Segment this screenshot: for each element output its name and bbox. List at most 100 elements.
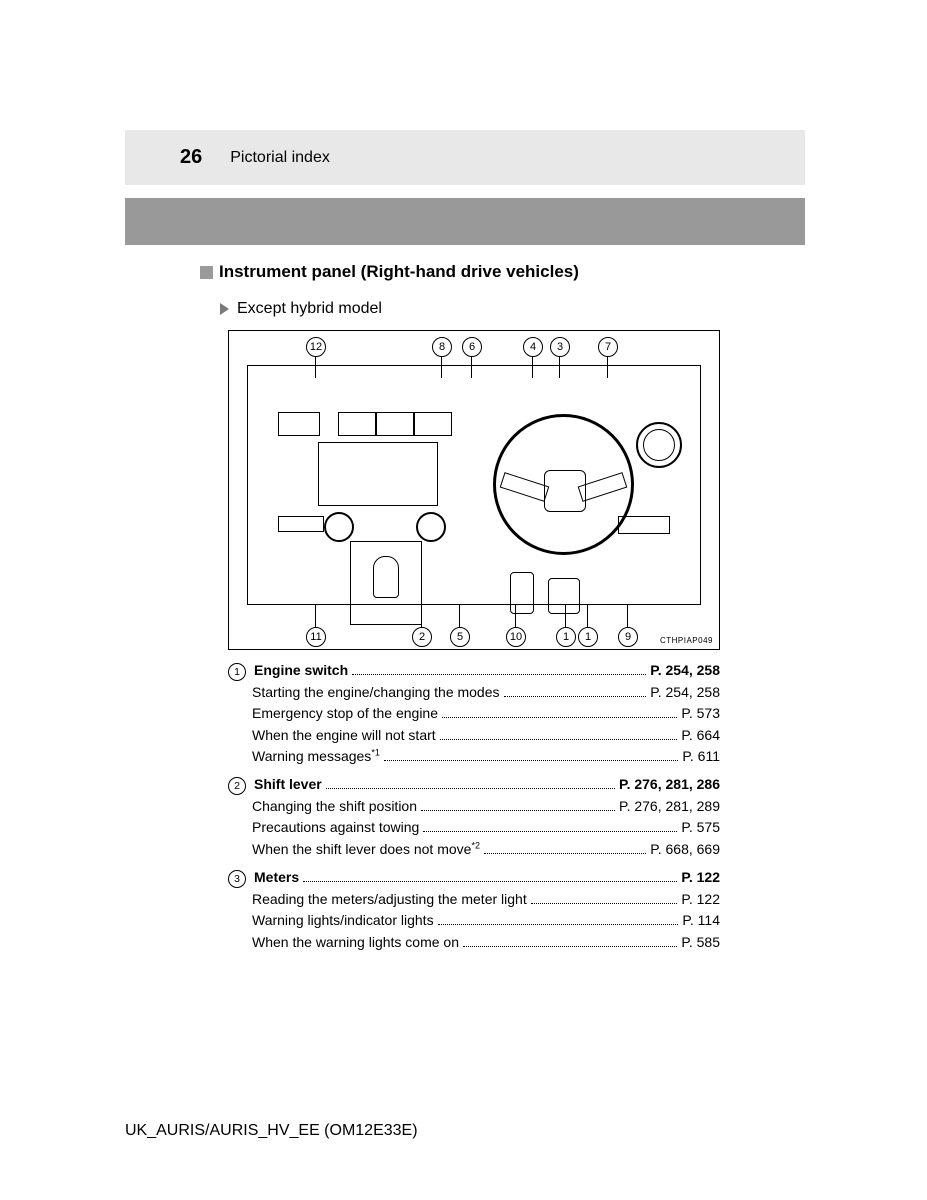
index-item-page: P. 573 [681, 703, 720, 723]
dot-leaders [303, 870, 677, 882]
index-item-label: Emergency stop of the engine [252, 703, 438, 723]
index-row: 3 Meters P. 122 [228, 867, 720, 888]
callout-number: 12 [306, 337, 326, 357]
index-item-number: 2 [228, 777, 246, 795]
center-display [318, 442, 438, 506]
index-row: Changing the shift positionP. 276, 281, … [228, 795, 720, 816]
page-number: 26 [180, 146, 202, 169]
air-vent-center [338, 412, 376, 436]
wheel-spoke [500, 472, 550, 502]
climate-knob [324, 512, 354, 542]
air-vent-center [376, 412, 414, 436]
callout-number: 11 [306, 627, 326, 647]
index-item-number: 3 [228, 870, 246, 888]
index-item-label: When the engine will not start [252, 725, 436, 745]
footnote-marker: *1 [371, 747, 380, 757]
callout-number: 1 [556, 627, 576, 647]
callout-number: 4 [523, 337, 543, 357]
dot-leaders [438, 913, 679, 925]
shift-lever [373, 556, 399, 598]
index-row: Reading the meters/adjusting the meter l… [228, 888, 720, 909]
index-number-spacer [228, 816, 244, 832]
figure-code: CTHPIAP049 [660, 636, 713, 645]
dot-leaders [504, 685, 647, 697]
index-item-page: P. 585 [681, 932, 720, 952]
air-vent-round [636, 422, 682, 468]
index-item-label: Precautions against towing [252, 817, 419, 837]
section-title: Instrument panel (Right-hand drive vehic… [219, 262, 579, 282]
callout-leader-line [587, 605, 588, 627]
callout-leader-line [607, 356, 608, 378]
pictorial-index-list: 1 Engine switch P. 254, 258Starting the en… [228, 660, 720, 952]
callout-number: 5 [450, 627, 470, 647]
section-heading: Instrument panel (Right-hand drive vehic… [200, 262, 720, 282]
index-row: Warning messages*1P. 611 [228, 745, 720, 766]
steering-wheel [493, 414, 634, 555]
index-row: Starting the engine/changing the modesP.… [228, 681, 720, 702]
callout-leader-line [627, 605, 628, 627]
callout-number: 10 [506, 627, 526, 647]
dot-leaders [440, 727, 678, 739]
index-item-page: P. 664 [681, 725, 720, 745]
instrument-panel-diagram: CTHPIAP049 1286437112510119 [228, 330, 720, 650]
page-header-title: Pictorial index [230, 149, 330, 167]
index-number-spacer [228, 681, 244, 697]
index-item-page: P. 575 [681, 817, 720, 837]
index-item-label: Changing the shift position [252, 796, 417, 816]
index-number-spacer [228, 838, 244, 854]
header-accent-bar [125, 198, 805, 245]
callout-leader-line [315, 356, 316, 378]
callout-leader-line [441, 356, 442, 378]
content-area: Instrument panel (Right-hand drive vehic… [200, 262, 720, 960]
section-subheading: Except hybrid model [220, 300, 720, 318]
index-row: Precautions against towing P. 575 [228, 816, 720, 837]
dashboard-outline [247, 365, 701, 605]
callout-number: 8 [432, 337, 452, 357]
index-item-page: P. 668, 669 [650, 839, 720, 859]
index-item-page: P. 254, 258 [650, 682, 720, 702]
callout-leader-line [565, 605, 566, 627]
air-vent-center [414, 412, 452, 436]
dot-leaders [421, 799, 615, 811]
index-item-label: Reading the meters/adjusting the meter l… [252, 889, 527, 909]
index-item-label: Warning lights/indicator lights [252, 910, 434, 930]
index-item-number: 1 [228, 663, 246, 681]
switch-panel [618, 516, 670, 534]
pedal [548, 578, 580, 614]
dot-leaders [463, 934, 677, 946]
index-item-page: P. 611 [682, 746, 720, 766]
callout-number: 2 [412, 627, 432, 647]
callout-number: 1 [578, 627, 598, 647]
index-group: 1 Engine switch P. 254, 258Starting the en… [228, 660, 720, 766]
index-item-label: Meters [254, 867, 299, 887]
index-number-spacer [228, 909, 244, 925]
dot-leaders [484, 842, 646, 854]
index-item-label: When the shift lever does not move*2 [252, 839, 480, 859]
index-row: When the warning lights come on P. 585 [228, 931, 720, 952]
callout-leader-line [471, 356, 472, 378]
callout-leader-line [421, 605, 422, 627]
callout-number: 6 [462, 337, 482, 357]
index-row: 2Shift leverP. 276, 281, 286 [228, 774, 720, 795]
index-row: 1Engine switchP. 254, 258 [228, 660, 720, 681]
dot-leaders [531, 892, 678, 904]
dot-leaders [384, 749, 679, 761]
page-header: 26 Pictorial index [125, 130, 805, 185]
callout-number: 3 [550, 337, 570, 357]
index-row: When the engine will not start P. 664 [228, 724, 720, 745]
callout-leader-line [315, 605, 316, 627]
dot-leaders [442, 706, 677, 718]
index-item-label: When the warning lights come on [252, 932, 459, 952]
manual-page: 26 Pictorial index Instrument panel (Rig… [0, 0, 927, 1200]
index-group: 2Shift leverP. 276, 281, 286Changing the… [228, 774, 720, 859]
callout-leader-line [515, 605, 516, 627]
wheel-hub [544, 470, 586, 512]
index-item-page: P. 276, 281, 286 [619, 774, 720, 794]
index-row: When the shift lever does not move*2 P. 6… [228, 838, 720, 859]
index-item-page: P. 114 [682, 910, 720, 930]
index-item-page: P. 122 [681, 867, 720, 887]
index-item-label: Engine switch [254, 660, 348, 680]
callout-leader-line [532, 356, 533, 378]
index-number-spacer [228, 702, 244, 718]
index-number-spacer [228, 931, 244, 947]
